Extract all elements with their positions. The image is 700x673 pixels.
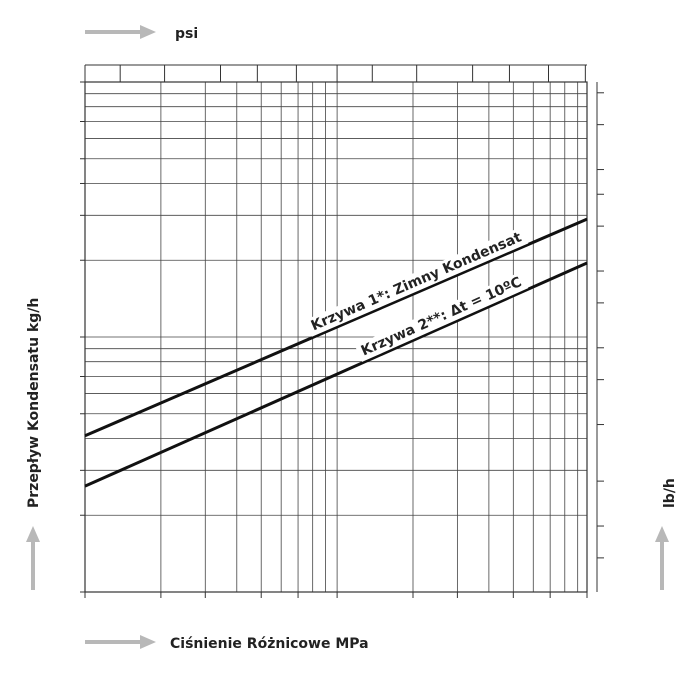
series-label-bg-2: [354, 271, 529, 362]
arrow-y-left-icon: [26, 526, 40, 590]
y-axis-title: Przepływ Kondensatu kg/h: [26, 298, 42, 508]
series-line-1: [84, 217, 588, 438]
arrow-x-bottom-icon: [85, 635, 156, 649]
grid: [84, 81, 588, 593]
right-axis-title: lb/h: [662, 478, 678, 508]
tick-group: [80, 64, 604, 598]
top-axis-title: psi: [175, 26, 198, 42]
series-label-bg-1: [304, 226, 529, 337]
series-line-2: [84, 261, 588, 488]
arrow-x-top-icon: [85, 25, 156, 39]
x-axis-title: Ciśnienie Różnicowe MPa: [170, 636, 369, 652]
arrow-y-right-icon: [655, 526, 669, 590]
